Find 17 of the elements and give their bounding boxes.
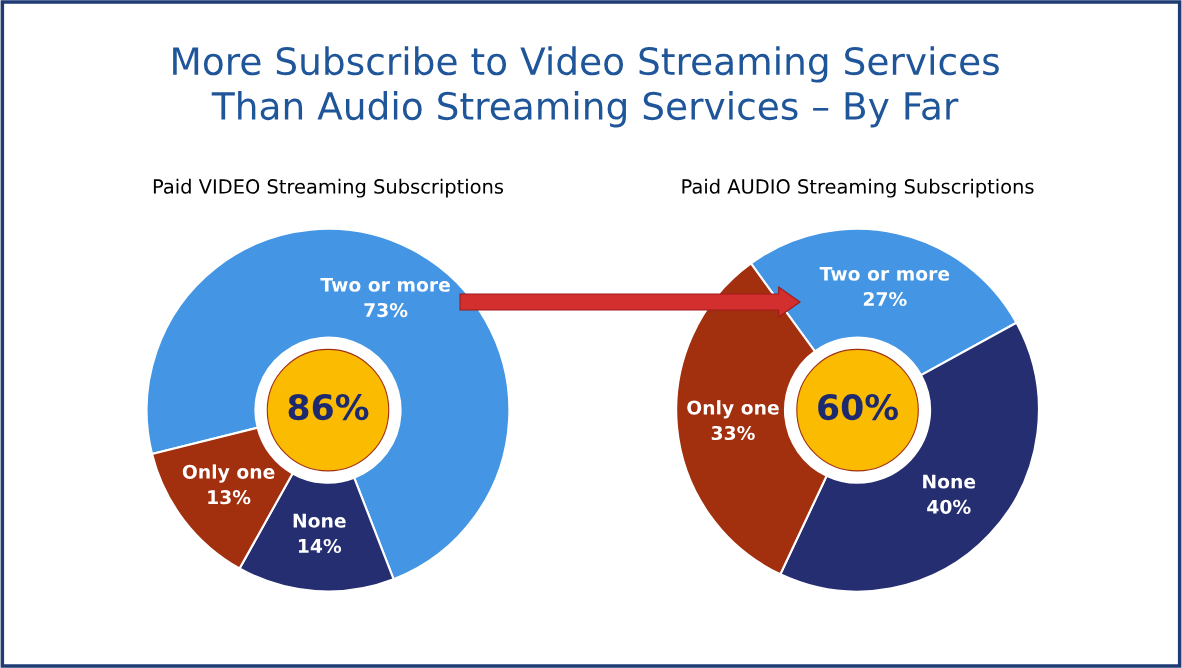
slice-label: Two or more	[320, 277, 450, 292]
slice-label: None	[293, 513, 346, 528]
slice-label: None	[923, 474, 976, 489]
data-label: 13%	[208, 490, 251, 505]
text: 86%	[288, 393, 369, 421]
chart-subtitle: Paid AUDIO Streaming Subscriptions	[682, 178, 1034, 198]
data-label: 27%	[863, 291, 907, 307]
data-label: 33%	[711, 425, 755, 441]
data-label: 73%	[364, 302, 408, 318]
data-label: 14%	[298, 538, 342, 554]
text: 60%	[818, 393, 898, 421]
chart-subtitle: Paid VIDEO Streaming Subscriptions	[153, 178, 504, 198]
slice-label: Only one	[182, 464, 275, 483]
text: More Subscribe to Video Streaming Services Than Audio Streaming Services – By Far	[173, 46, 999, 128]
data-label: 40%	[927, 499, 971, 514]
slice-label: Only one	[687, 400, 779, 419]
slice-label: Two or more	[819, 266, 950, 281]
